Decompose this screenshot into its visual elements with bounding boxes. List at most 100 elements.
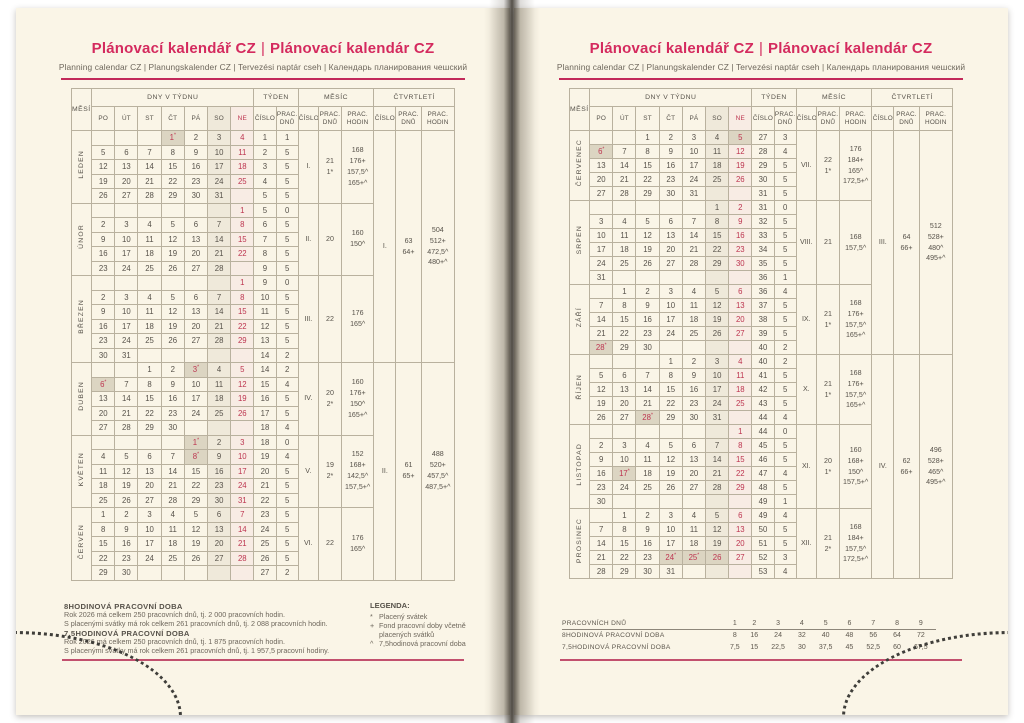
day-cell: 30	[91, 347, 116, 363]
month-name-label: DUBEN	[78, 381, 86, 412]
day-cell: 27	[114, 188, 139, 204]
day-cell: 19	[114, 478, 139, 494]
month-name-label: ČERVEN	[78, 523, 86, 559]
day-cell	[635, 494, 660, 509]
week-row: 24 25 26 27 28 29 30 35 5	[570, 256, 953, 271]
day-cell: 25	[635, 480, 660, 495]
day-cell: 17	[230, 463, 255, 479]
day-cell: 13	[658, 228, 683, 243]
week-workdays: 5	[773, 368, 797, 383]
day-cell: 11	[681, 522, 707, 537]
legend-text: Placený svátek	[379, 612, 428, 622]
day-cell	[183, 565, 209, 581]
day-cell: 28	[114, 420, 139, 436]
day-cell	[635, 270, 660, 285]
week-workdays: 5	[773, 522, 797, 537]
paid-holiday-marker: *	[602, 146, 605, 153]
legend-text: Fond pracovní doby včetně placených svát…	[379, 621, 466, 640]
mini-value-cell: 8	[888, 617, 906, 630]
day-cell: 14	[612, 158, 637, 173]
quarter-workhours: 512 528+ 480^ 495+^	[918, 130, 954, 355]
day-cell: 24	[230, 478, 255, 494]
day-cell: 28*	[589, 340, 614, 355]
day-cell: 25	[681, 326, 707, 341]
mini-value-cell: 16	[750, 632, 759, 639]
month-workhours: 168 176+ 157,5^ 165+^	[341, 130, 375, 204]
mini-value-cell: 3	[762, 617, 794, 630]
day-cell: 18	[612, 242, 637, 257]
page-subtitle: Planning calendar CZ | Planungskalender …	[556, 62, 966, 72]
week-number: 1	[253, 130, 277, 146]
week-row: 15 16 17 18 19 20 21 25 5	[72, 536, 455, 552]
week-row: 21 22 23 24 25 26 27 39 5	[570, 326, 953, 341]
week-workdays: 0	[275, 275, 299, 291]
day-cell: 10	[704, 368, 730, 383]
day-cell: 5	[114, 449, 139, 465]
week-number: 51	[751, 536, 775, 551]
month-number: I.	[297, 130, 319, 204]
day-cell	[589, 130, 614, 145]
day-cell: 11	[137, 231, 162, 247]
day-cell	[160, 347, 185, 363]
month-number: IV.	[297, 362, 319, 436]
day-cell: 10	[612, 452, 637, 467]
quarter-workdays-header: PRAC. DNŮ	[893, 106, 920, 131]
legend-title: LEGENDA:	[370, 601, 410, 611]
day-cell: 1	[230, 202, 255, 218]
day-cell: 5	[658, 438, 683, 453]
paid-holiday-marker: *	[650, 412, 653, 419]
day-cell: 21	[206, 246, 232, 262]
day-cell: 2	[160, 362, 185, 378]
note-75h-line1: Rok 2026 má celkem 250 pracovních dnů, t…	[64, 637, 285, 647]
month-name: DUBEN	[70, 362, 93, 436]
day-cell: 7	[589, 298, 614, 313]
day-cell: 15	[230, 231, 255, 247]
day-cell: 29	[160, 188, 185, 204]
day-cell	[589, 354, 614, 369]
month-name: SRPEN	[568, 200, 591, 285]
day-cell: 3	[206, 130, 232, 146]
day-cell: 31	[230, 492, 255, 508]
week-row: 14 15 16 17 18 19 20 51 5	[570, 536, 953, 551]
week-workdays: 4	[773, 410, 797, 425]
legend-symbol: ^	[370, 639, 374, 649]
week-row: ČERVEN 1 2 3 4 5 6 7 23 5 VI. 22 176 165^	[70, 507, 455, 581]
week-workdays: 1	[773, 270, 797, 285]
week-workdays: 5	[275, 492, 299, 508]
day-cell	[728, 186, 753, 201]
week-number: 4	[253, 173, 277, 189]
day-cell: 16	[114, 536, 139, 552]
mini-row-label: PRACOVNÍCH DNŮ	[562, 617, 724, 630]
day-cell: 13	[206, 521, 232, 537]
weekday-header: ČT	[658, 106, 683, 131]
month-name: PROSINEC	[568, 508, 591, 579]
day-cell: 14	[230, 521, 255, 537]
mini-value-cell: 40	[821, 632, 830, 639]
paid-holiday-marker: *	[197, 364, 200, 371]
day-cell: 7	[114, 376, 139, 392]
month-name-label: ŘÍJEN	[576, 374, 584, 400]
day-cell: 15	[230, 304, 255, 320]
day-cell: 26	[183, 550, 209, 566]
month-workdays: 21 1*	[317, 130, 343, 204]
day-cell: 6*	[91, 376, 116, 392]
day-cell: 9	[635, 522, 660, 537]
quarter-workdays: 64 66+	[893, 130, 920, 355]
day-cell: 23	[589, 480, 614, 495]
weekday-header: SO	[704, 106, 730, 131]
working-time-notes: 8HODINOVÁ PRACOVNÍ DOBA Rok 2026 má celk…	[64, 601, 356, 655]
week-number: 38	[751, 312, 775, 327]
day-cell	[704, 494, 730, 509]
day-cell: 6	[612, 368, 637, 383]
day-cell: 21	[635, 396, 660, 411]
day-cell: 6	[137, 449, 162, 465]
week-row: 26 27 28* 29 30 31 44 4	[570, 410, 953, 425]
day-cell: 5	[230, 362, 255, 378]
day-cell: 7	[704, 438, 730, 453]
day-cell: 5	[635, 214, 660, 229]
page-left: Plánovací kalendář CZ | Plánovací kalendár…	[16, 8, 510, 715]
day-cell	[160, 202, 185, 218]
day-cell: 4	[681, 284, 707, 299]
week-number: 25	[253, 536, 277, 552]
day-cell: 29	[612, 340, 637, 355]
